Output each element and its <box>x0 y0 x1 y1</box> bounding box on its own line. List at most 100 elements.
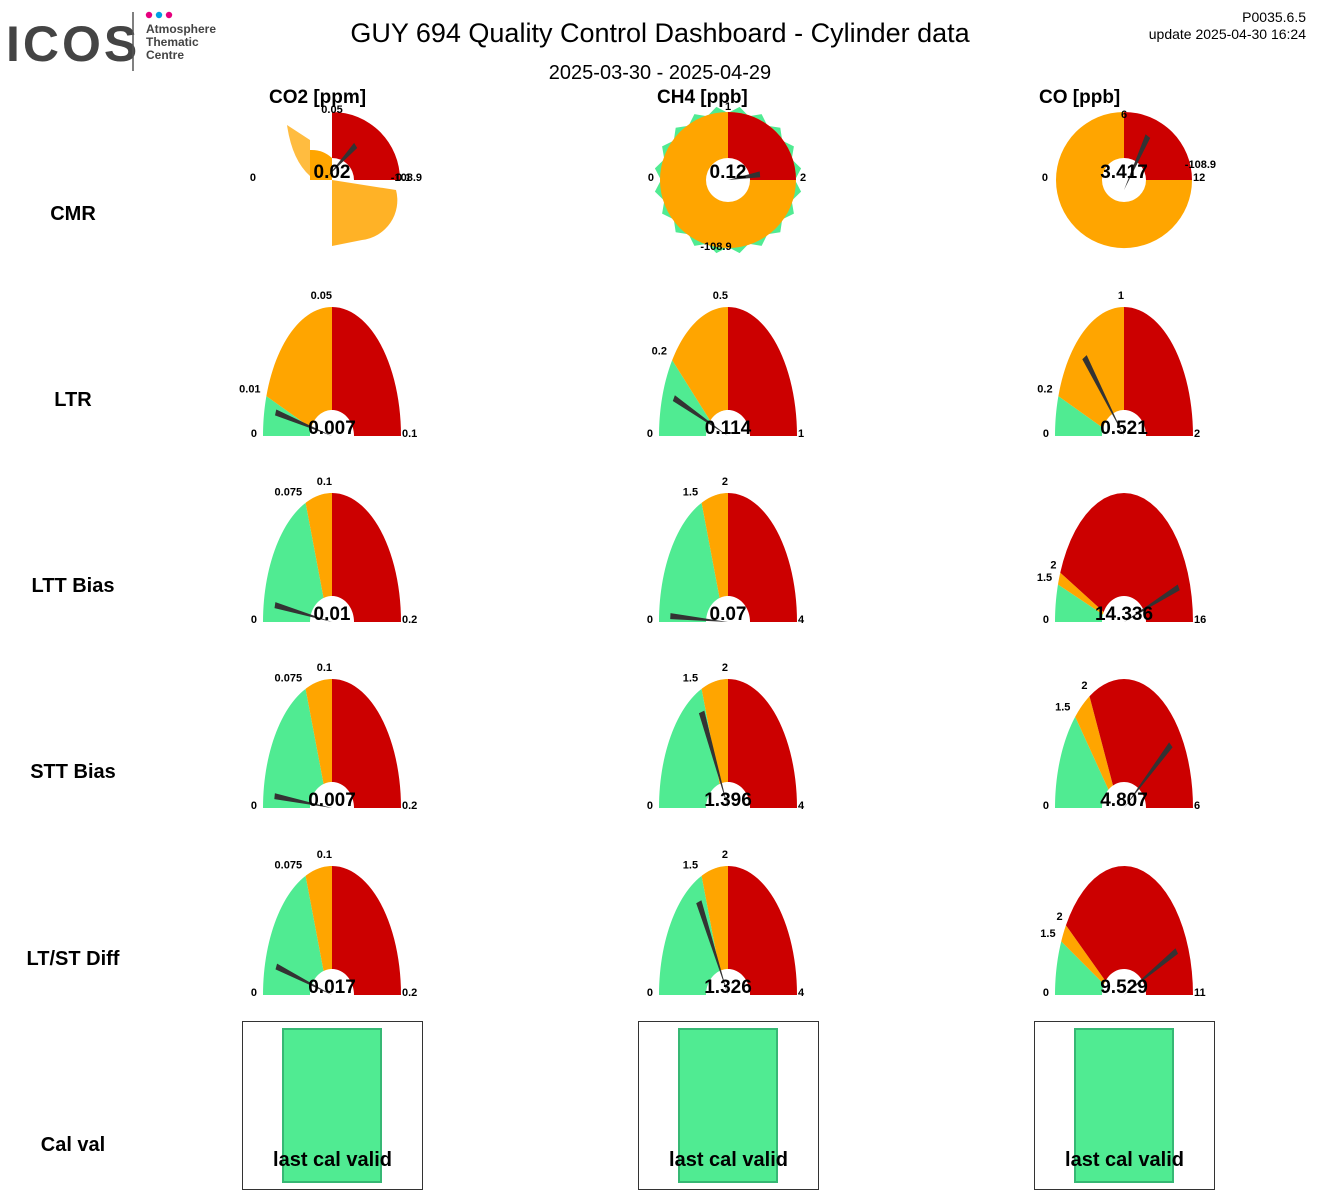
gauge-3-0-zone-orange <box>305 679 332 784</box>
update-timestamp: update 2025-04-30 16:24 <box>1148 26 1306 42</box>
gauge-1-2-needle <box>1082 355 1124 436</box>
gauge-4-2-zone-orange <box>1061 925 1106 985</box>
gauge-3-2-zone-red <box>1089 679 1193 808</box>
cal-val-box-co2: last cal valid <box>242 1021 423 1190</box>
gauge-0-2-zone-orange <box>1056 180 1192 249</box>
gauge-0-2-tick-min: 0 <box>1042 172 1048 184</box>
gauge-3-1-tick-2: 2 <box>722 662 728 674</box>
gauge-0-0-tick-min: 0 <box>250 172 256 184</box>
gauge-1-2-value: 0.521 <box>1100 418 1148 439</box>
gauge-0-0-value: 0.02 <box>314 162 351 183</box>
column-header-co: CO [ppb] <box>1039 87 1121 108</box>
gauge-2-2-tick-2: 2 <box>1050 559 1056 571</box>
gauge-4-2-tick-min: 0 <box>1043 987 1049 999</box>
logo-sub-1: Atmosphere <box>146 22 216 36</box>
gauge-0-2-tick-2: -108.9 <box>1185 159 1216 171</box>
gauge-2-0-tick-2: 0.1 <box>317 476 332 488</box>
gauge-2-0-tick-max: 0.2 <box>402 614 417 626</box>
gauge-2-2-zone-orange <box>1057 572 1104 615</box>
row-label-lt-st-diff: LT/ST Diff <box>26 948 120 970</box>
gauge-1-0-needle <box>275 409 332 436</box>
gauge-2-0-tick-min: 0 <box>251 614 257 626</box>
gauge-1-1-zone-orange <box>672 307 728 421</box>
gauge-3-2-tick-max: 6 <box>1194 800 1200 812</box>
gauge-3-1-zone-orange <box>701 679 728 784</box>
gauge-4-1-needle <box>696 900 728 995</box>
gauge-1-0-value: 0.007 <box>308 418 356 439</box>
row-label-ltr: LTR <box>54 389 92 411</box>
logo-dot <box>165 11 173 19</box>
page-title: GUY 694 Quality Control Dashboard - Cyli… <box>350 18 970 48</box>
row-label-cmr: CMR <box>50 203 96 225</box>
gauge-3-2-needle <box>1124 742 1173 808</box>
gauge-1-1-tick-min: 0 <box>647 428 653 440</box>
gauge-4-0-tick-2: 0.1 <box>317 849 332 861</box>
gauge-4-0-zone-orange <box>305 866 332 971</box>
gauge-2-1-tick-max: 4 <box>798 614 805 626</box>
column-header-co2: CO2 [ppm] <box>269 87 367 108</box>
gauge-3-0-tick-2: 0.1 <box>317 662 332 674</box>
gauge-2-1-value: 0.07 <box>710 604 747 625</box>
gauge-0-0-zone-orange-scatter-left <box>287 125 310 176</box>
gauge-1-1-needle <box>672 395 728 436</box>
cal-val-box-ch4: last cal valid <box>638 1021 819 1190</box>
gauge-0-1-needle <box>728 171 761 180</box>
gauge-2-1-zone-red <box>728 493 797 622</box>
gauge-1-2-tick-2: 1 <box>1118 290 1124 302</box>
gauge-4-1-tick-1: 1.5 <box>683 859 698 871</box>
gauge-4-2-tick-2: 2 <box>1056 911 1062 923</box>
cal-val-status-co2: last cal valid <box>273 1149 392 1171</box>
gauge-2-0-needle <box>274 602 332 622</box>
gauge-3-2-value: 4.807 <box>1100 790 1148 811</box>
gauge-0-0-zone-orange <box>310 149 332 180</box>
gauge-3-2-tick-2: 2 <box>1081 680 1087 692</box>
cal-val-status-ch4: last cal valid <box>669 1149 788 1171</box>
gauge-1-2-zone-red <box>1124 307 1193 436</box>
gauge-2-1-tick-1: 1.5 <box>683 486 698 498</box>
gauge-2-1-needle <box>670 613 728 622</box>
gauge-2-2-tick-max: 16 <box>1194 614 1206 626</box>
gauge-3-2-zone-green <box>1055 716 1109 808</box>
gauge-2-2-needle <box>1124 584 1180 622</box>
gauge-3-1-tick-min: 0 <box>647 800 653 812</box>
gauge-1-2-tick-1: 0.2 <box>1037 383 1052 395</box>
gauge-4-1-value: 1.326 <box>704 977 752 998</box>
gauge-1-1-tick-2: 0.5 <box>713 290 728 302</box>
gauge-0-1-zone-red <box>728 112 796 180</box>
gauge-4-1-tick-max: 4 <box>798 987 805 999</box>
gauge-2-0-tick-1: 0.075 <box>275 486 303 498</box>
gauge-3-0-value: 0.007 <box>308 790 356 811</box>
gauge-1-1-tick-max: 1 <box>798 428 804 440</box>
gauge-0-1-tick-2: -108.9 <box>700 241 731 253</box>
gauge-2-2-zone-red <box>1060 493 1193 622</box>
gauge-3-0-tick-min: 0 <box>251 800 257 812</box>
gauge-3-1-value: 1.396 <box>704 790 752 811</box>
gauge-3-0-needle <box>274 793 332 808</box>
gauge-1-0-zone-red <box>332 307 401 436</box>
gauge-1-2-tick-max: 2 <box>1194 428 1200 440</box>
gauge-3-1-tick-max: 4 <box>798 800 805 812</box>
gauge-0-1-tick-max: 2 <box>800 172 806 184</box>
gauge-0-0-tick-1: 0.05 <box>321 104 342 116</box>
gauge-1-2-tick-min: 0 <box>1043 428 1049 440</box>
gauge-3-1-zone-red <box>728 679 797 808</box>
logo-dot <box>145 11 153 19</box>
gauge-0-0-zone-red <box>332 112 400 180</box>
gauge-2-2-tick-min: 0 <box>1043 614 1049 626</box>
gauge-3-0-tick-1: 0.075 <box>275 672 303 684</box>
gauge-4-0-tick-max: 0.2 <box>402 987 417 999</box>
gauge-1-0-tick-2: 0.05 <box>311 290 332 302</box>
date-range: 2025-03-30 - 2025-04-29 <box>548 62 772 84</box>
gauge-4-1-tick-2: 2 <box>722 849 728 861</box>
gauge-0-1-tick-min: 0 <box>648 172 654 184</box>
gauge-4-1-zone-green <box>659 875 720 995</box>
gauge-2-2-tick-1: 1.5 <box>1037 572 1052 584</box>
gauge-4-1-zone-orange <box>701 866 728 971</box>
gauge-0-0-zone-orange-scatter <box>332 180 398 246</box>
gauge-2-0-zone-orange <box>305 493 332 598</box>
gauge-2-1-tick-min: 0 <box>647 614 653 626</box>
gauge-0-2-tick-1: 6 <box>1121 109 1127 121</box>
row-label-cal-val: Cal val <box>40 1134 106 1156</box>
gauge-4-0-needle <box>275 963 332 995</box>
